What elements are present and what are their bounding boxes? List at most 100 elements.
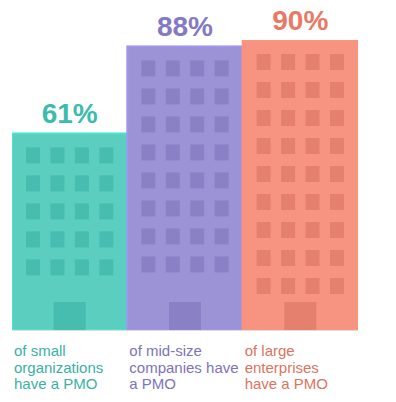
window bbox=[50, 147, 64, 163]
window bbox=[306, 250, 320, 266]
window bbox=[166, 144, 180, 160]
window bbox=[257, 194, 271, 210]
window bbox=[190, 200, 204, 216]
window bbox=[306, 54, 320, 70]
window bbox=[257, 222, 271, 238]
window bbox=[26, 231, 40, 247]
window bbox=[26, 203, 40, 219]
window bbox=[281, 82, 295, 98]
window bbox=[257, 54, 271, 70]
window bbox=[215, 144, 229, 160]
axis-line bbox=[13, 330, 359, 331]
window bbox=[330, 54, 344, 70]
window bbox=[330, 278, 344, 294]
window bbox=[215, 172, 229, 188]
category-label: of mid-sizecompanies havea PMO bbox=[129, 342, 238, 392]
window bbox=[141, 60, 155, 76]
window bbox=[215, 228, 229, 244]
window bbox=[50, 175, 64, 191]
windows bbox=[141, 60, 228, 272]
window bbox=[306, 278, 320, 294]
window bbox=[141, 144, 155, 160]
window bbox=[50, 231, 64, 247]
window bbox=[141, 228, 155, 244]
window bbox=[99, 175, 113, 191]
window bbox=[215, 200, 229, 216]
window bbox=[75, 231, 89, 247]
window bbox=[306, 194, 320, 210]
window bbox=[50, 203, 64, 219]
window bbox=[190, 60, 204, 76]
category-label: of largeenterpriseshave a PMO bbox=[245, 342, 328, 392]
window bbox=[190, 172, 204, 188]
category-label: of smallorganizationshave a PMO bbox=[14, 342, 103, 392]
window bbox=[281, 166, 295, 182]
data-label: 88% bbox=[157, 11, 213, 42]
x-axis bbox=[13, 330, 359, 332]
chart: of smallorganizationshave a PMO of mid-si… bbox=[0, 0, 396, 402]
window bbox=[190, 256, 204, 272]
bar bbox=[243, 40, 358, 330]
window bbox=[141, 172, 155, 188]
door bbox=[54, 302, 86, 330]
window bbox=[141, 200, 155, 216]
window bbox=[281, 110, 295, 126]
window bbox=[281, 194, 295, 210]
window bbox=[141, 116, 155, 132]
window bbox=[190, 116, 204, 132]
window bbox=[75, 203, 89, 219]
window bbox=[26, 147, 40, 163]
window bbox=[141, 256, 155, 272]
window bbox=[166, 88, 180, 104]
windows bbox=[257, 54, 344, 294]
window bbox=[215, 116, 229, 132]
door bbox=[284, 302, 316, 330]
window bbox=[166, 60, 180, 76]
window bbox=[50, 259, 64, 275]
window bbox=[330, 110, 344, 126]
window bbox=[257, 138, 271, 154]
windows bbox=[26, 147, 113, 275]
plot-area bbox=[12, 40, 358, 330]
window bbox=[166, 200, 180, 216]
window bbox=[330, 82, 344, 98]
window bbox=[306, 82, 320, 98]
window bbox=[281, 250, 295, 266]
window bbox=[190, 88, 204, 104]
window bbox=[75, 259, 89, 275]
window bbox=[257, 110, 271, 126]
data-label: 61% bbox=[42, 98, 98, 129]
window bbox=[75, 175, 89, 191]
window bbox=[257, 278, 271, 294]
window bbox=[306, 110, 320, 126]
window bbox=[190, 144, 204, 160]
window bbox=[215, 256, 229, 272]
window bbox=[330, 194, 344, 210]
window bbox=[141, 88, 155, 104]
window bbox=[26, 259, 40, 275]
window bbox=[166, 116, 180, 132]
window bbox=[99, 259, 113, 275]
window bbox=[99, 147, 113, 163]
window bbox=[306, 138, 320, 154]
window bbox=[166, 256, 180, 272]
window bbox=[99, 231, 113, 247]
window bbox=[215, 60, 229, 76]
window bbox=[166, 172, 180, 188]
window bbox=[257, 250, 271, 266]
window bbox=[330, 166, 344, 182]
window bbox=[190, 228, 204, 244]
window bbox=[306, 166, 320, 182]
window bbox=[281, 138, 295, 154]
bar bbox=[127, 46, 242, 330]
window bbox=[281, 278, 295, 294]
bar bbox=[12, 133, 127, 330]
window bbox=[215, 88, 229, 104]
window bbox=[99, 203, 113, 219]
window bbox=[166, 228, 180, 244]
window bbox=[281, 222, 295, 238]
window bbox=[26, 175, 40, 191]
window bbox=[75, 147, 89, 163]
window bbox=[257, 166, 271, 182]
window bbox=[330, 138, 344, 154]
